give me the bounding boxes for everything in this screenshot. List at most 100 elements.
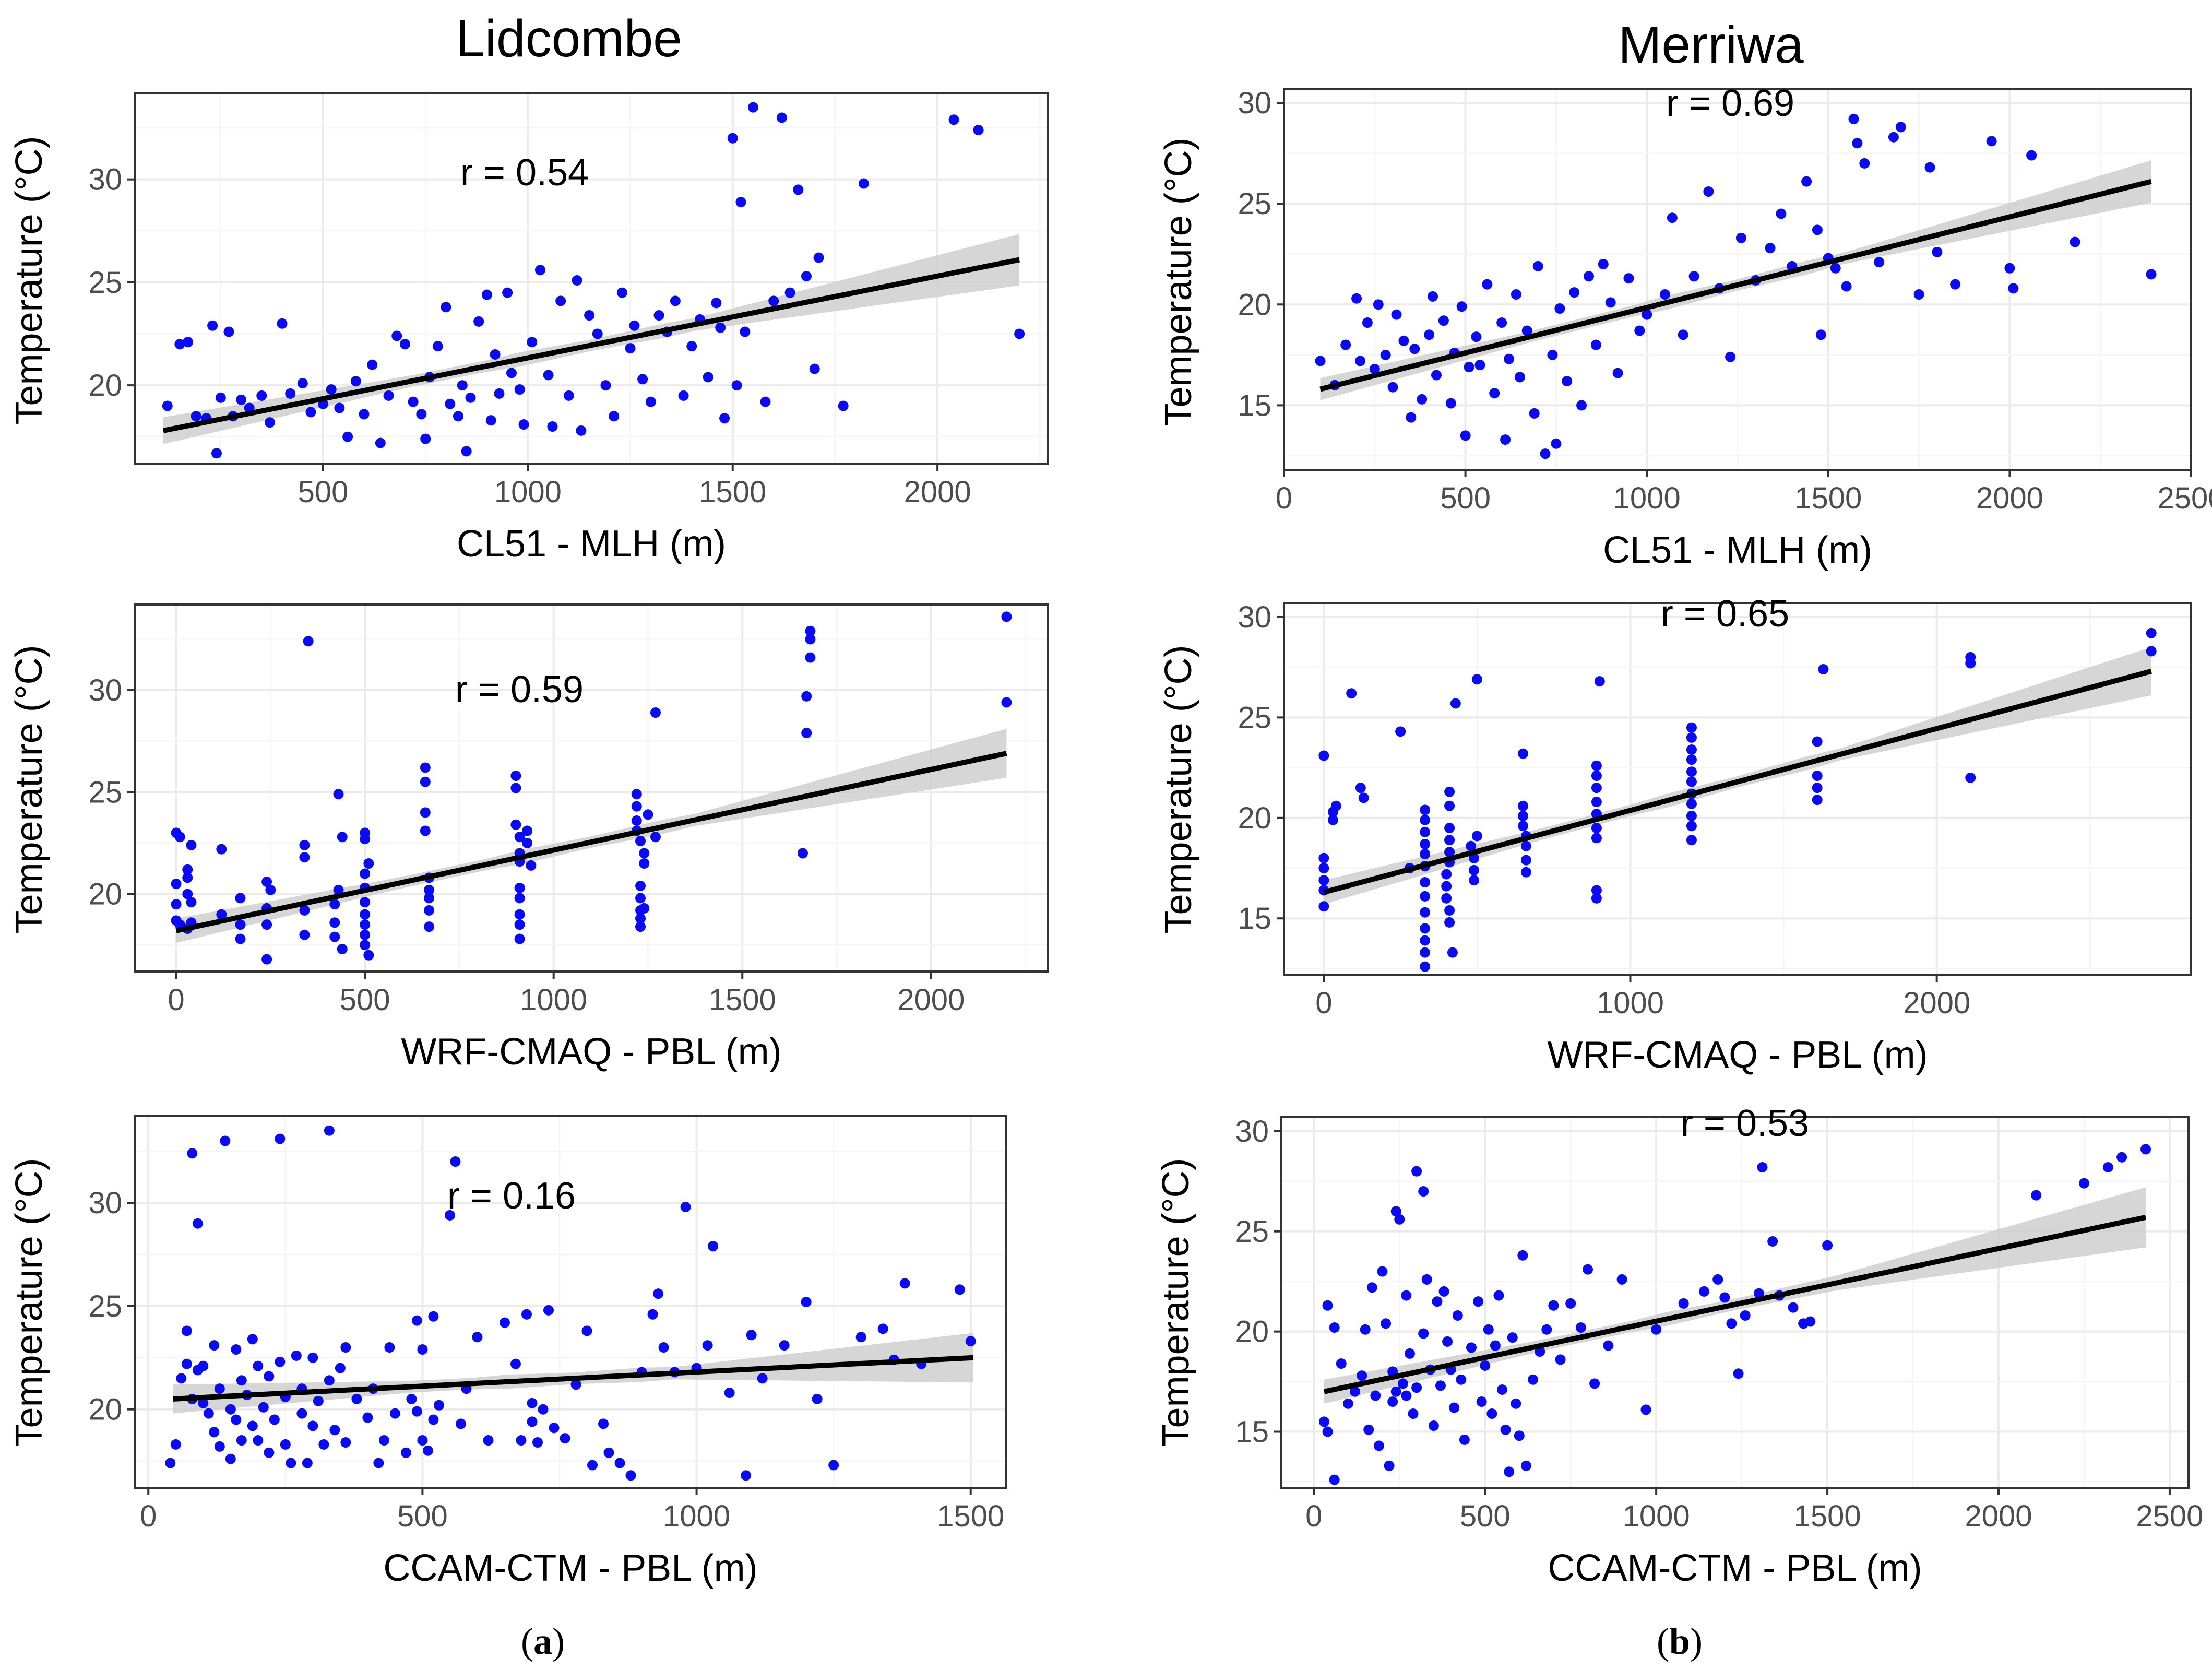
x-tick-label: 2000 xyxy=(897,983,965,1017)
data-point xyxy=(1358,792,1369,803)
panel-frame xyxy=(134,92,1049,465)
data-point xyxy=(603,1447,614,1458)
y-tick-label: 30 xyxy=(88,1186,122,1220)
data-point xyxy=(1603,1340,1614,1351)
data-point xyxy=(285,388,296,399)
data-point xyxy=(1329,1322,1340,1333)
y-axis-title: Temperature (°C) xyxy=(1155,1158,1197,1447)
data-point xyxy=(1812,770,1823,781)
data-point xyxy=(1888,132,1899,143)
y-tick-label: 25 xyxy=(1235,1215,1269,1249)
data-point xyxy=(335,1363,346,1373)
data-point xyxy=(532,1437,543,1448)
data-point xyxy=(176,1373,187,1384)
data-point xyxy=(432,341,443,352)
data-point xyxy=(2146,646,2157,657)
data-point xyxy=(1667,212,1678,223)
data-point xyxy=(635,836,646,847)
panel-merriwa-cl51: 0 500 1000 1500 2000 2500 15 20 25 30 CL51 - MLH (… xyxy=(1158,82,2212,571)
data-point xyxy=(1712,1274,1723,1285)
data-point xyxy=(534,265,545,276)
data-point xyxy=(1490,1340,1501,1351)
x-tick-label: 0 xyxy=(1305,1499,1322,1533)
data-point xyxy=(420,433,431,444)
data-point xyxy=(813,252,824,263)
data-point xyxy=(209,1340,220,1351)
data-point xyxy=(1753,1288,1764,1299)
data-point xyxy=(375,437,386,448)
data-point xyxy=(1591,823,1602,834)
data-point xyxy=(450,1156,461,1167)
data-point xyxy=(303,636,314,647)
data-point xyxy=(1725,351,1736,362)
data-point xyxy=(581,1325,592,1336)
data-point xyxy=(538,1404,549,1415)
data-point xyxy=(954,1284,965,1295)
y-tick-label: 20 xyxy=(1238,288,1271,322)
panel-label-b: (b) xyxy=(1657,1620,1703,1662)
data-point xyxy=(1420,907,1431,918)
data-point xyxy=(1395,726,1406,737)
data-point xyxy=(1554,303,1565,314)
data-point xyxy=(801,271,812,282)
data-point xyxy=(2146,627,2157,638)
data-point xyxy=(428,1311,439,1322)
data-point xyxy=(1384,1460,1395,1471)
data-point xyxy=(514,882,525,893)
x-axis-title: WRF-CMAQ - PBL (m) xyxy=(401,1031,781,1073)
data-point xyxy=(702,1340,713,1351)
data-point xyxy=(1420,877,1431,887)
data-point xyxy=(1447,947,1458,958)
data-point xyxy=(264,1447,275,1458)
correlation-annotation: r = 0.53 xyxy=(1681,1103,1809,1144)
data-point xyxy=(1511,289,1521,300)
data-point xyxy=(391,330,402,341)
y-tick-label: 20 xyxy=(88,369,122,402)
data-point xyxy=(1511,1398,1521,1409)
data-point xyxy=(1642,309,1652,320)
data-point xyxy=(518,419,529,430)
data-point xyxy=(514,919,525,930)
data-point xyxy=(653,1288,664,1299)
data-point xyxy=(1874,257,1885,268)
data-point xyxy=(1767,1236,1778,1247)
data-point xyxy=(1387,382,1398,393)
data-point xyxy=(715,322,726,333)
data-point xyxy=(1812,795,1823,806)
data-point xyxy=(1420,961,1431,972)
data-point xyxy=(1965,658,1976,669)
data-point xyxy=(162,400,173,411)
data-point xyxy=(307,1352,318,1363)
data-point xyxy=(305,407,316,418)
data-point xyxy=(639,848,650,859)
data-point xyxy=(1688,271,1699,282)
data-point xyxy=(784,287,795,298)
data-point xyxy=(411,1406,422,1417)
panel-frame xyxy=(1283,88,2192,471)
data-point xyxy=(1591,797,1602,808)
data-point xyxy=(1014,328,1025,339)
data-point xyxy=(1529,408,1540,419)
data-point xyxy=(877,1323,888,1334)
data-point xyxy=(1575,1322,1586,1333)
data-point xyxy=(1913,289,1924,300)
data-point xyxy=(631,789,642,800)
data-point xyxy=(510,783,521,793)
data-point xyxy=(1517,800,1528,811)
data-point xyxy=(299,905,310,916)
data-point xyxy=(299,929,310,940)
data-point xyxy=(731,380,742,391)
data-point xyxy=(1469,864,1480,875)
data-point xyxy=(417,1344,428,1355)
data-point xyxy=(198,1397,209,1408)
x-tick-label: 0 xyxy=(140,1499,157,1533)
data-point xyxy=(1686,732,1697,743)
data-point xyxy=(1377,1266,1388,1277)
regression-line xyxy=(1323,669,2152,895)
x-axis-title: CCAM-CTM - PBL (m) xyxy=(383,1547,757,1589)
data-point xyxy=(247,1420,258,1431)
data-point xyxy=(253,1435,264,1446)
data-point xyxy=(1841,281,1852,292)
data-point xyxy=(1418,1328,1429,1339)
data-point xyxy=(645,396,656,407)
